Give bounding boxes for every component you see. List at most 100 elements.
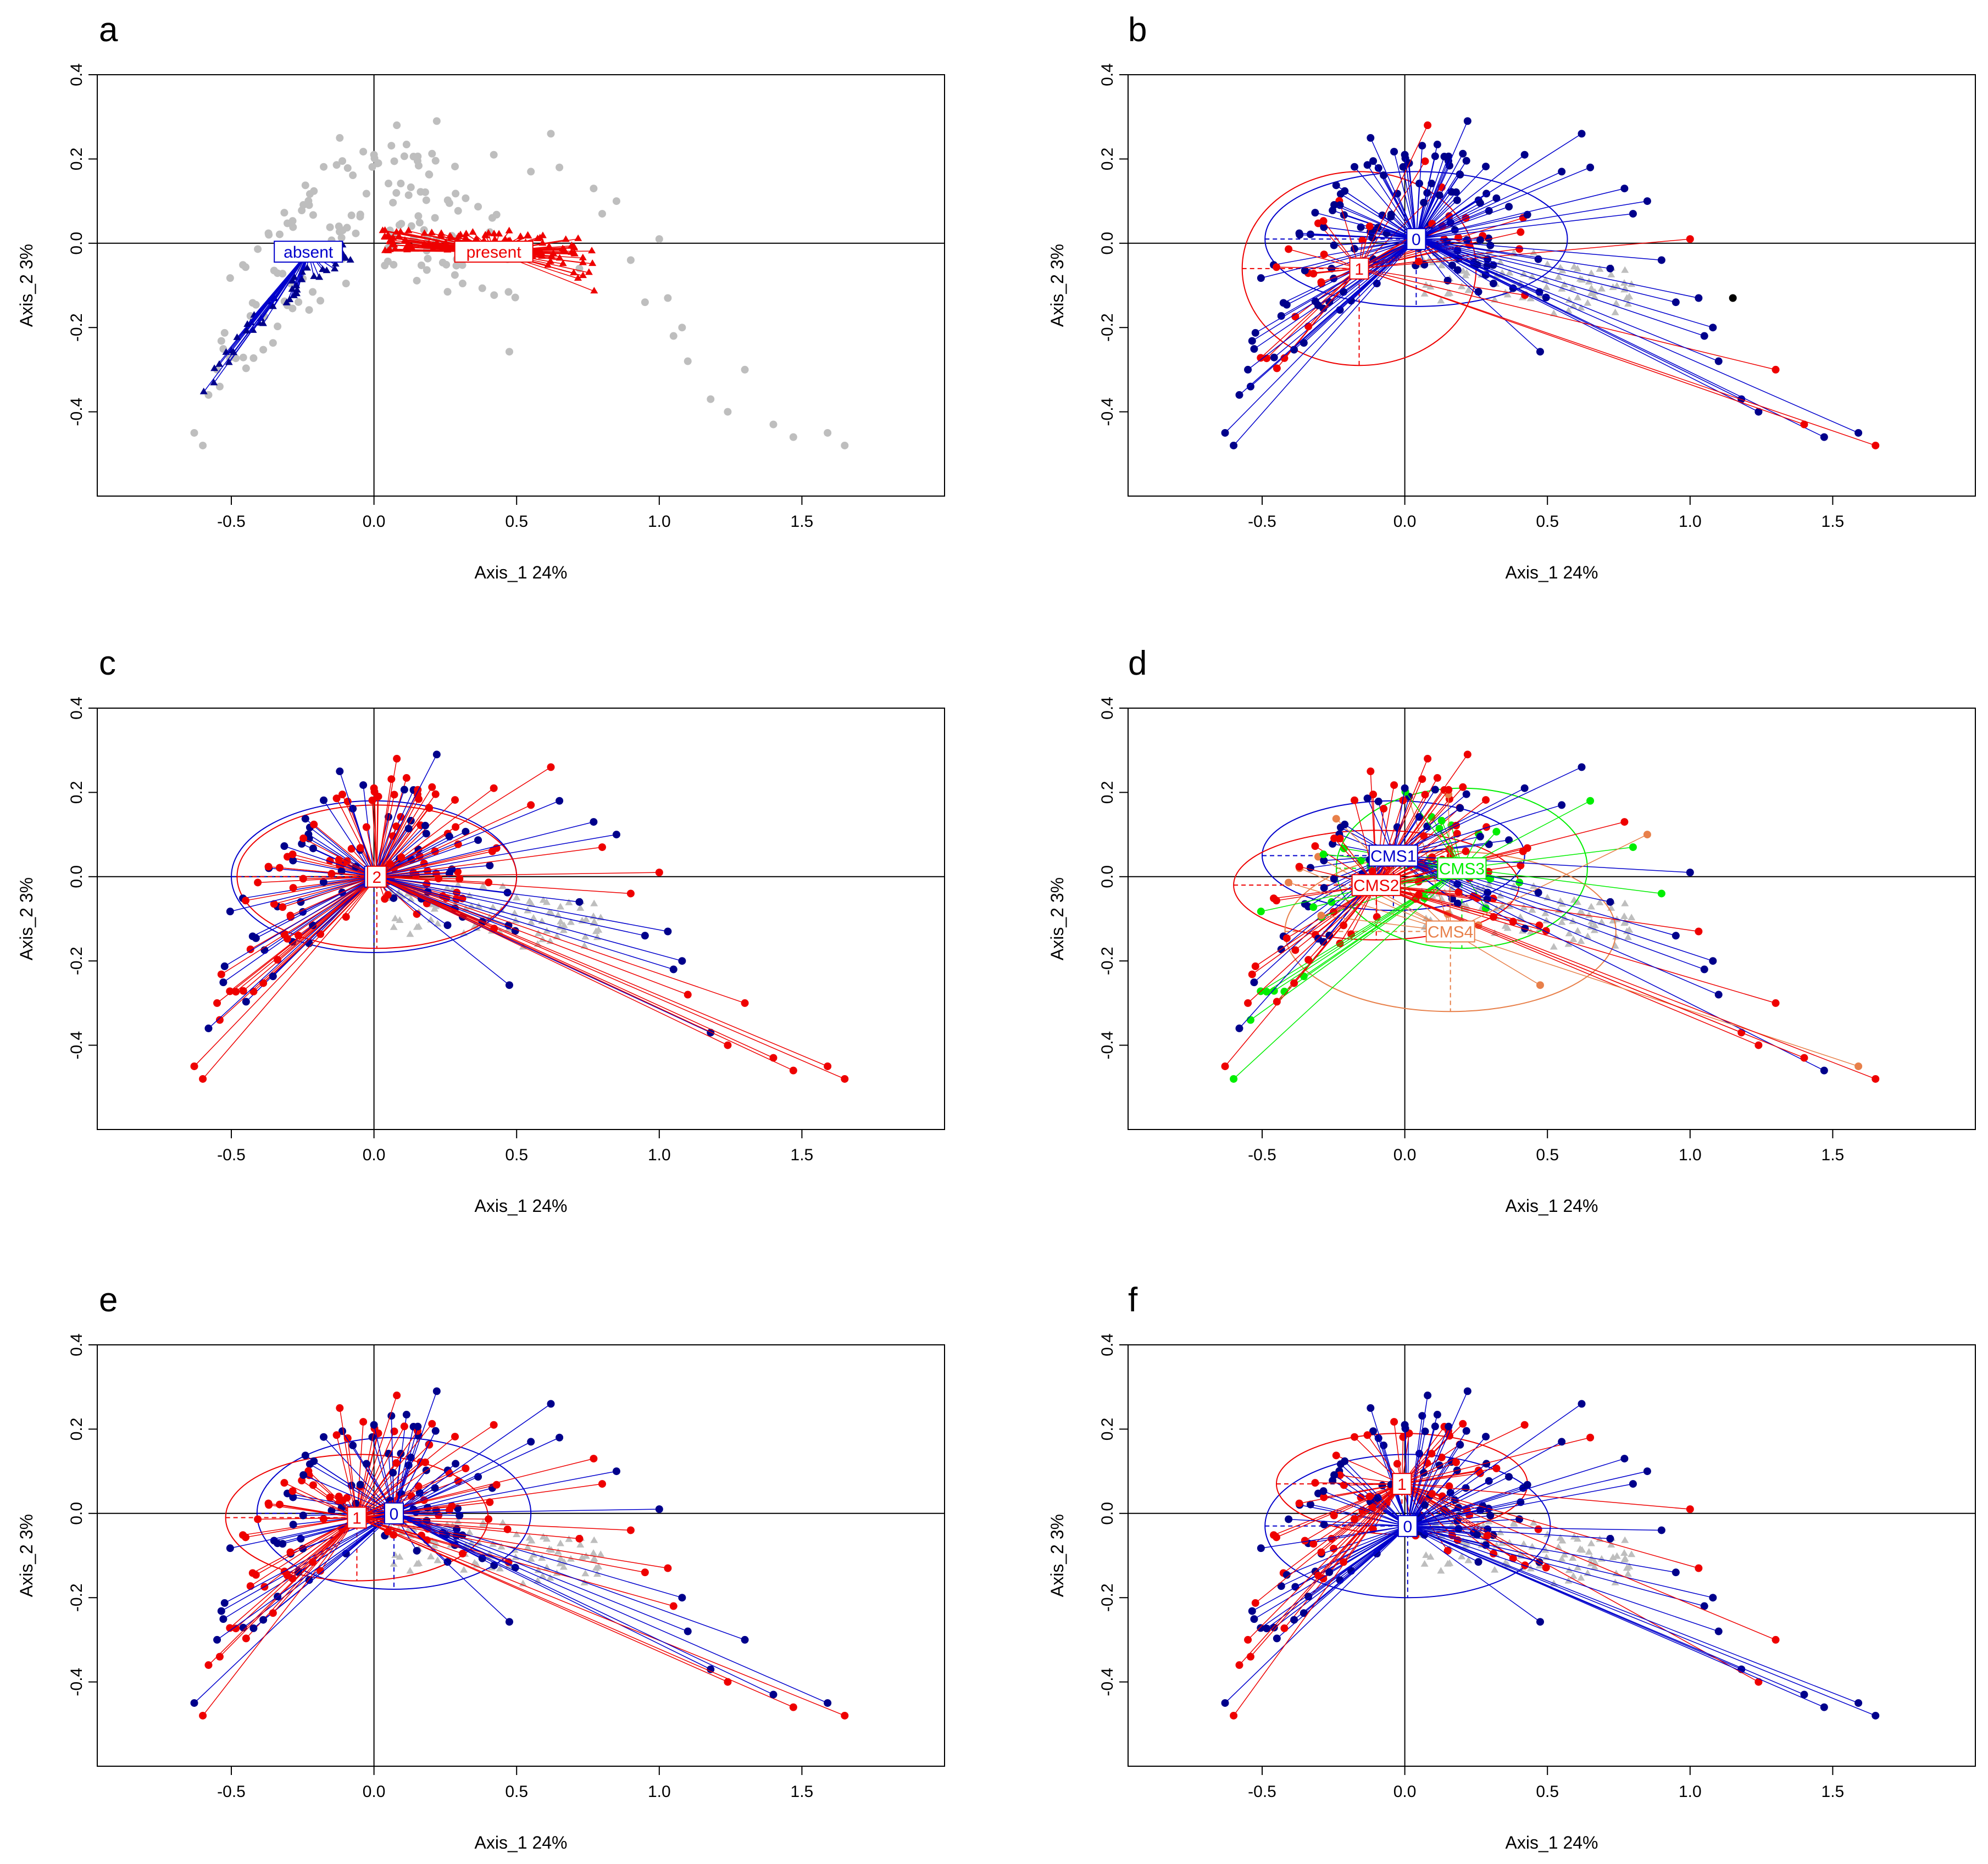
absent-spoke — [246, 251, 309, 332]
sample-point-0 — [1230, 441, 1238, 449]
sample-point-1 — [1365, 1493, 1374, 1501]
sample-point-1 — [404, 825, 413, 833]
gray-sample-point — [274, 322, 282, 331]
sample-point-2 — [217, 970, 225, 978]
sample-point-0 — [342, 1550, 350, 1558]
gray-sample-point — [389, 198, 397, 207]
sample-point-0 — [219, 1615, 227, 1623]
sample-point-1 — [1251, 1599, 1259, 1607]
gray-triangle-point — [1620, 919, 1629, 926]
absent-spoke — [233, 251, 309, 353]
sample-point-0 — [1505, 203, 1513, 211]
sample-point-2 — [451, 796, 459, 804]
sample-point-CMS2 — [1424, 755, 1432, 763]
sample-point-0 — [226, 1544, 234, 1553]
sample-point-0 — [1578, 130, 1586, 138]
spoke-1 — [312, 876, 375, 926]
plot-frame — [97, 1344, 945, 1767]
sample-point-1 — [556, 797, 564, 805]
gray-triangle-point — [1585, 1548, 1593, 1555]
gray-triangle-point — [499, 882, 507, 889]
spoke-0 — [393, 1513, 682, 1598]
gray-sample-point — [505, 348, 513, 356]
spoke-0 — [1415, 154, 1525, 240]
sample-point-1 — [1517, 228, 1525, 236]
spoke-2 — [376, 876, 828, 1067]
sample-point-1 — [422, 830, 430, 838]
sample-point-1 — [219, 978, 227, 987]
sample-point-1 — [252, 934, 260, 942]
gray-triangle-point — [406, 1567, 414, 1574]
spoke-0 — [1344, 191, 1417, 240]
x-axis-title: Axis_1 24% — [1506, 1833, 1598, 1852]
gray-sample-point — [598, 210, 606, 218]
spoke-CMS2 — [1376, 884, 1876, 1080]
spoke-0 — [393, 1513, 828, 1704]
sample-point-0 — [1484, 1525, 1492, 1533]
sample-point-0 — [1462, 1427, 1470, 1435]
sample-point-1 — [1309, 270, 1318, 278]
gray-sample-point — [337, 233, 346, 242]
gray-triangle-point — [1464, 286, 1473, 293]
sample-point-0 — [1380, 1442, 1388, 1450]
spoke-0 — [1315, 1526, 1408, 1572]
group-label-box — [1349, 257, 1369, 280]
sample-point-2 — [492, 844, 501, 852]
sample-point-1 — [275, 1500, 284, 1509]
spoke-2 — [376, 848, 497, 877]
sample-point-CMS2 — [1421, 791, 1429, 799]
gray-triangle-point — [1597, 1555, 1606, 1562]
spoke-CMS2 — [1376, 821, 1625, 886]
sample-point-1 — [1695, 1564, 1703, 1572]
sample-point-1 — [309, 921, 317, 930]
gray-sample-point — [326, 223, 334, 231]
spoke-0 — [1416, 198, 1497, 240]
sample-point-0 — [1273, 1634, 1281, 1643]
sample-point-2 — [741, 999, 749, 1007]
sample-point-CMS3 — [1270, 987, 1278, 995]
group-label-box — [1351, 874, 1401, 897]
sample-point-1 — [1311, 1479, 1319, 1487]
sample-point-0 — [1311, 209, 1319, 217]
sample-point-CMS3 — [1437, 816, 1446, 825]
sample-point-0 — [1421, 1427, 1429, 1435]
sample-point-1 — [1309, 1540, 1318, 1548]
gray-sample-point — [217, 337, 225, 345]
sample-point-0 — [1336, 201, 1344, 209]
sample-point-0 — [1341, 1457, 1349, 1465]
present-triangle-point — [384, 232, 392, 240]
sample-point-1 — [242, 1533, 250, 1542]
sample-point-1 — [1492, 1464, 1501, 1472]
x-tick-label: 0.0 — [363, 1783, 386, 1801]
spoke-2 — [376, 794, 436, 877]
spoke-1 — [374, 876, 580, 903]
sample-point-2 — [270, 900, 278, 908]
gray-triangle-point — [547, 909, 556, 916]
sample-point-2 — [490, 784, 498, 792]
sample-point-0 — [1558, 1438, 1566, 1446]
spoke-1 — [1359, 187, 1442, 269]
gray-sample-point — [424, 254, 432, 263]
group-label-1: 1 — [1392, 1473, 1412, 1495]
absent-triangle-point — [210, 379, 218, 386]
sample-point-CMS2 — [1482, 796, 1490, 804]
sample-point-1 — [1246, 1652, 1254, 1661]
spoke-2 — [287, 876, 377, 939]
sample-point-CMS2 — [1221, 1062, 1229, 1070]
spoke-2 — [376, 876, 728, 1046]
sample-point-0 — [1523, 1481, 1531, 1489]
sample-point-0 — [655, 1505, 663, 1514]
sample-point-2 — [414, 786, 422, 794]
gray-triangle-point — [590, 1536, 598, 1543]
spoke-0 — [1416, 238, 1713, 328]
gray-triangle-point — [581, 933, 590, 940]
sample-point-1 — [1534, 1525, 1542, 1533]
spoke-2 — [376, 876, 688, 995]
spoke-0 — [1407, 1441, 1562, 1527]
sample-point-0 — [220, 1599, 229, 1607]
sample-point-2 — [259, 979, 268, 987]
sample-point-0 — [1485, 1477, 1493, 1485]
sample-point-0 — [259, 1616, 268, 1624]
group-label-box — [1437, 857, 1487, 880]
x-tick-label: -0.5 — [217, 1783, 246, 1801]
